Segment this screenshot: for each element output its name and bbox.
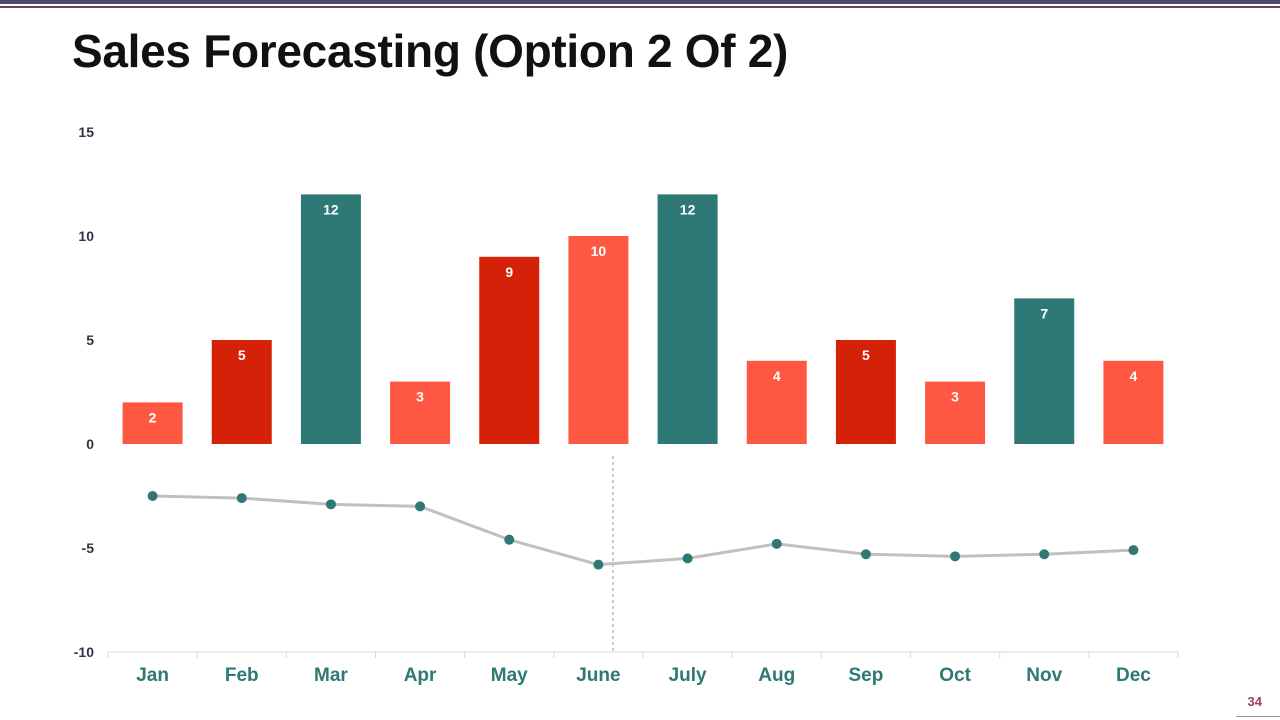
y-tick-label: -10	[74, 644, 94, 660]
x-tick-label: May	[491, 665, 528, 686]
x-tick-label: Oct	[939, 665, 971, 686]
bar-value-label: 7	[1040, 305, 1048, 321]
trend-point-july	[682, 553, 693, 564]
trend-point-nov	[1039, 549, 1050, 560]
bar-nov	[1014, 298, 1075, 444]
trend-point-apr	[415, 501, 426, 512]
trend-line	[152, 494, 1134, 567]
bar-value-label: 9	[505, 264, 513, 280]
trend-point-sep	[860, 549, 871, 560]
bar-value-label: 12	[323, 201, 339, 217]
x-tick-label: Dec	[1116, 665, 1151, 686]
trend-point-feb	[236, 493, 247, 504]
page-number-underline	[1236, 716, 1280, 717]
bar-feb	[211, 340, 272, 444]
x-tick-label: Sep	[848, 665, 883, 686]
bar-value-label: 2	[149, 409, 157, 425]
bar-mar	[300, 194, 361, 444]
y-tick-label: 0	[86, 436, 94, 452]
x-tick-label: Jan	[136, 665, 169, 686]
bar-value-label: 3	[951, 389, 959, 405]
x-tick-label: June	[576, 665, 620, 686]
bar-aug	[746, 360, 807, 444]
top-accent-bar	[0, 0, 1280, 4]
y-tick-label: 10	[78, 228, 94, 244]
bar-may	[479, 256, 540, 444]
bar-oct	[925, 381, 986, 444]
bar-value-label: 4	[773, 368, 781, 384]
bar-jan	[122, 402, 183, 444]
bar-july	[657, 194, 718, 444]
trend-point-jan	[147, 491, 158, 501]
bar-value-label: 4	[1130, 368, 1138, 384]
y-tick-label: 15	[78, 124, 94, 140]
trend-point-oct	[950, 551, 961, 562]
bar-dec	[1103, 360, 1164, 444]
x-tick-label: Apr	[404, 665, 437, 686]
bar-value-label: 5	[862, 347, 870, 363]
x-tick-label: Aug	[758, 665, 795, 686]
top-accent-line	[0, 6, 1280, 8]
bar-value-label: 5	[238, 347, 246, 363]
trend-point-may	[504, 534, 515, 545]
trend-point-aug	[771, 538, 782, 549]
trend-point-mar	[325, 499, 336, 510]
trend-point-june	[593, 559, 604, 570]
y-tick-label: -5	[82, 540, 95, 556]
x-tick-label: July	[669, 665, 707, 686]
bar-value-label: 10	[591, 243, 607, 259]
bar-value-label: 3	[416, 389, 424, 405]
y-tick-label: 5	[86, 332, 94, 348]
bar-june	[568, 236, 629, 444]
trend-point-dec	[1128, 545, 1139, 556]
x-tick-label: Feb	[225, 665, 259, 686]
slide-title: Sales Forecasting (Option 2 Of 2)	[72, 25, 789, 77]
page-number: 34	[1247, 694, 1262, 709]
bar-apr	[390, 381, 451, 444]
bar-sep	[835, 340, 896, 444]
x-tick-label: Nov	[1026, 665, 1062, 686]
x-tick-label: Mar	[314, 665, 348, 686]
bar-value-label: 12	[680, 201, 696, 217]
